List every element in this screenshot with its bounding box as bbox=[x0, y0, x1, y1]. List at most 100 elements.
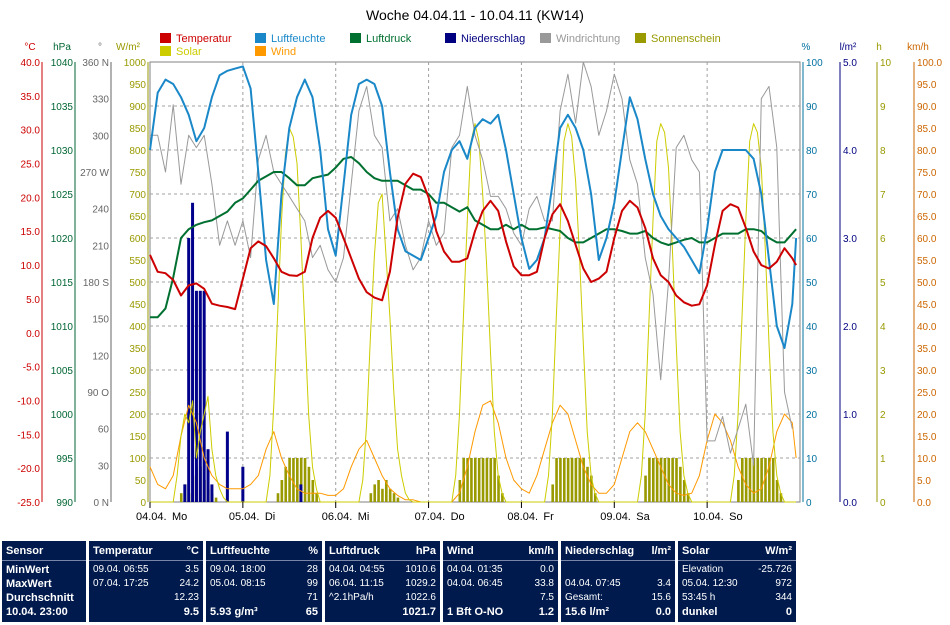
x-tick-day: So bbox=[729, 511, 742, 523]
stat-row: 09.04. 18:00 28 bbox=[210, 563, 318, 577]
tick-label-solar: 700 bbox=[129, 190, 146, 201]
tick-label-solar: 1000 bbox=[124, 58, 147, 69]
legend-label: Windrichtung bbox=[556, 33, 620, 45]
legend-swatch bbox=[255, 33, 266, 43]
tick-label-wind: 15.0 bbox=[917, 432, 937, 443]
sunshine-bar bbox=[586, 466, 589, 502]
sunshine-bar bbox=[559, 458, 562, 502]
legend-label: Wind bbox=[271, 46, 296, 58]
tick-label-press: 1000 bbox=[51, 410, 74, 421]
tick-label-solar: 950 bbox=[129, 80, 146, 91]
sunshine-bar bbox=[288, 458, 291, 502]
sunshine-bar bbox=[284, 466, 288, 502]
stat-cell-value: 344 bbox=[775, 592, 792, 603]
axis-unit-temp: °C bbox=[24, 42, 35, 53]
tick-label-hum: 50 bbox=[806, 278, 818, 289]
tick-label-solar: 250 bbox=[129, 388, 146, 399]
x-tick-label: 05.04. bbox=[229, 511, 260, 523]
stat-row bbox=[565, 563, 671, 577]
sunshine-bar bbox=[214, 497, 218, 502]
stat-row: 9.5 bbox=[93, 605, 199, 619]
grid bbox=[150, 62, 800, 502]
tick-label-temp: -20.0 bbox=[17, 464, 40, 475]
stat-cell-label: 09.04. 18:00 bbox=[210, 564, 266, 575]
tick-label-solar: 0 bbox=[140, 498, 146, 509]
sunshine-bar bbox=[582, 458, 585, 502]
tick-label-press: 1020 bbox=[51, 234, 74, 245]
sunshine-bar bbox=[299, 458, 303, 502]
sunshine-bar bbox=[764, 458, 767, 502]
sunshine-bar bbox=[470, 458, 473, 502]
tick-label-temp: 0.0 bbox=[26, 329, 40, 340]
x-tick-label: 10.04. bbox=[693, 511, 724, 523]
axis-unit-hum: % bbox=[802, 42, 811, 53]
sunshine-bar bbox=[474, 458, 477, 502]
stat-unit: % bbox=[308, 545, 318, 557]
tick-label-wind: 20.0 bbox=[917, 410, 937, 421]
stat-cell-label: 04.04. 06:45 bbox=[447, 578, 503, 589]
stat-cell-value: 12.23 bbox=[173, 592, 199, 603]
tick-label-wind: 100.0 bbox=[917, 58, 942, 69]
series-line-temperatur bbox=[149, 172, 797, 311]
tick-label-solar: 350 bbox=[129, 344, 146, 355]
stat-cell-value: 24.2 bbox=[179, 578, 199, 589]
x-tick-label: 04.04. bbox=[136, 511, 167, 523]
tick-label-rain: 2.0 bbox=[843, 322, 857, 333]
tick-label-hum: 60 bbox=[806, 234, 818, 245]
stat-cell-value: 1022.6 bbox=[405, 592, 436, 603]
stat-column-solar: Solar W/m² Elevation -25.726 05.04. 12:30 972… bbox=[678, 541, 796, 622]
sunshine-bar bbox=[659, 458, 663, 502]
stat-unit: hPa bbox=[415, 545, 436, 557]
tick-label-dir: 30 bbox=[98, 461, 110, 472]
stat-row: 04.04. 01:35 0.0 bbox=[447, 563, 554, 577]
sunshine-bar bbox=[562, 458, 566, 502]
stat-unit: km/h bbox=[528, 545, 554, 557]
stat-cell-value: 0.0 bbox=[655, 606, 671, 618]
stat-cell-label: 04.04. 04:55 bbox=[329, 564, 385, 575]
tick-label-sun: 2 bbox=[880, 410, 886, 421]
stat-row: 12.23 bbox=[93, 591, 199, 605]
rain-bar bbox=[210, 484, 214, 502]
stat-cell-value: 972 bbox=[775, 578, 792, 589]
tick-label-wind: 35.0 bbox=[917, 344, 937, 355]
stat-cell-value: 1.2 bbox=[538, 606, 554, 618]
header-divider bbox=[325, 560, 440, 561]
tick-label-sun: 7 bbox=[880, 190, 886, 201]
series-line-windrichtung bbox=[150, 61, 793, 466]
stat-row: ^2.1hPa/h 1022.6 bbox=[329, 591, 436, 605]
header-divider bbox=[443, 560, 558, 561]
stat-cell-label: 04.04. 07:45 bbox=[565, 578, 621, 589]
stat-header: Luftdruck bbox=[329, 545, 380, 557]
sunshine-bar bbox=[280, 480, 284, 502]
legend-label: Luftdruck bbox=[366, 33, 412, 45]
tick-label-rain: 0.0 bbox=[843, 498, 857, 509]
axis-unit-dir: ° bbox=[98, 42, 102, 53]
sunshine-bar bbox=[663, 458, 667, 502]
stat-cell-value: 15.6 bbox=[651, 592, 671, 603]
stat-cell-label: 07.04. 17:25 bbox=[93, 578, 149, 589]
legend-swatch bbox=[255, 46, 266, 56]
axis-unit-wind: km/h bbox=[907, 42, 929, 53]
legend-label: Temperatur bbox=[176, 33, 232, 45]
stat-cell-label: 05.04. 12:30 bbox=[682, 578, 738, 589]
sunshine-bar bbox=[497, 475, 500, 502]
stat-header: Niederschlag bbox=[565, 545, 635, 557]
stat-row: 1021.7 bbox=[329, 605, 436, 619]
tick-label-press: 1040 bbox=[51, 58, 74, 69]
sunshine-bar bbox=[682, 480, 686, 502]
sunshine-bar bbox=[385, 480, 388, 502]
sunshine-bar bbox=[303, 458, 307, 502]
tick-label-sun: 8 bbox=[880, 146, 886, 157]
tick-label-sun: 1 bbox=[880, 454, 886, 465]
sunshine-bar bbox=[570, 458, 574, 502]
tick-label-temp: 30.0 bbox=[21, 126, 41, 137]
tick-label-wind: 85.0 bbox=[917, 124, 937, 135]
chart-title: Woche 04.04.11 - 10.04.11 (KW14) bbox=[366, 7, 584, 23]
x-tick-day: Do bbox=[451, 511, 465, 523]
stat-cell-label: 05.04. 08:15 bbox=[210, 578, 266, 589]
stat-row: 05.04. 08:15 99 bbox=[210, 577, 318, 591]
sunshine-bar bbox=[590, 475, 593, 502]
x-tick-label: 06.04. bbox=[322, 511, 353, 523]
sunshine-bar bbox=[675, 458, 678, 502]
sunshine-bar bbox=[651, 458, 655, 502]
